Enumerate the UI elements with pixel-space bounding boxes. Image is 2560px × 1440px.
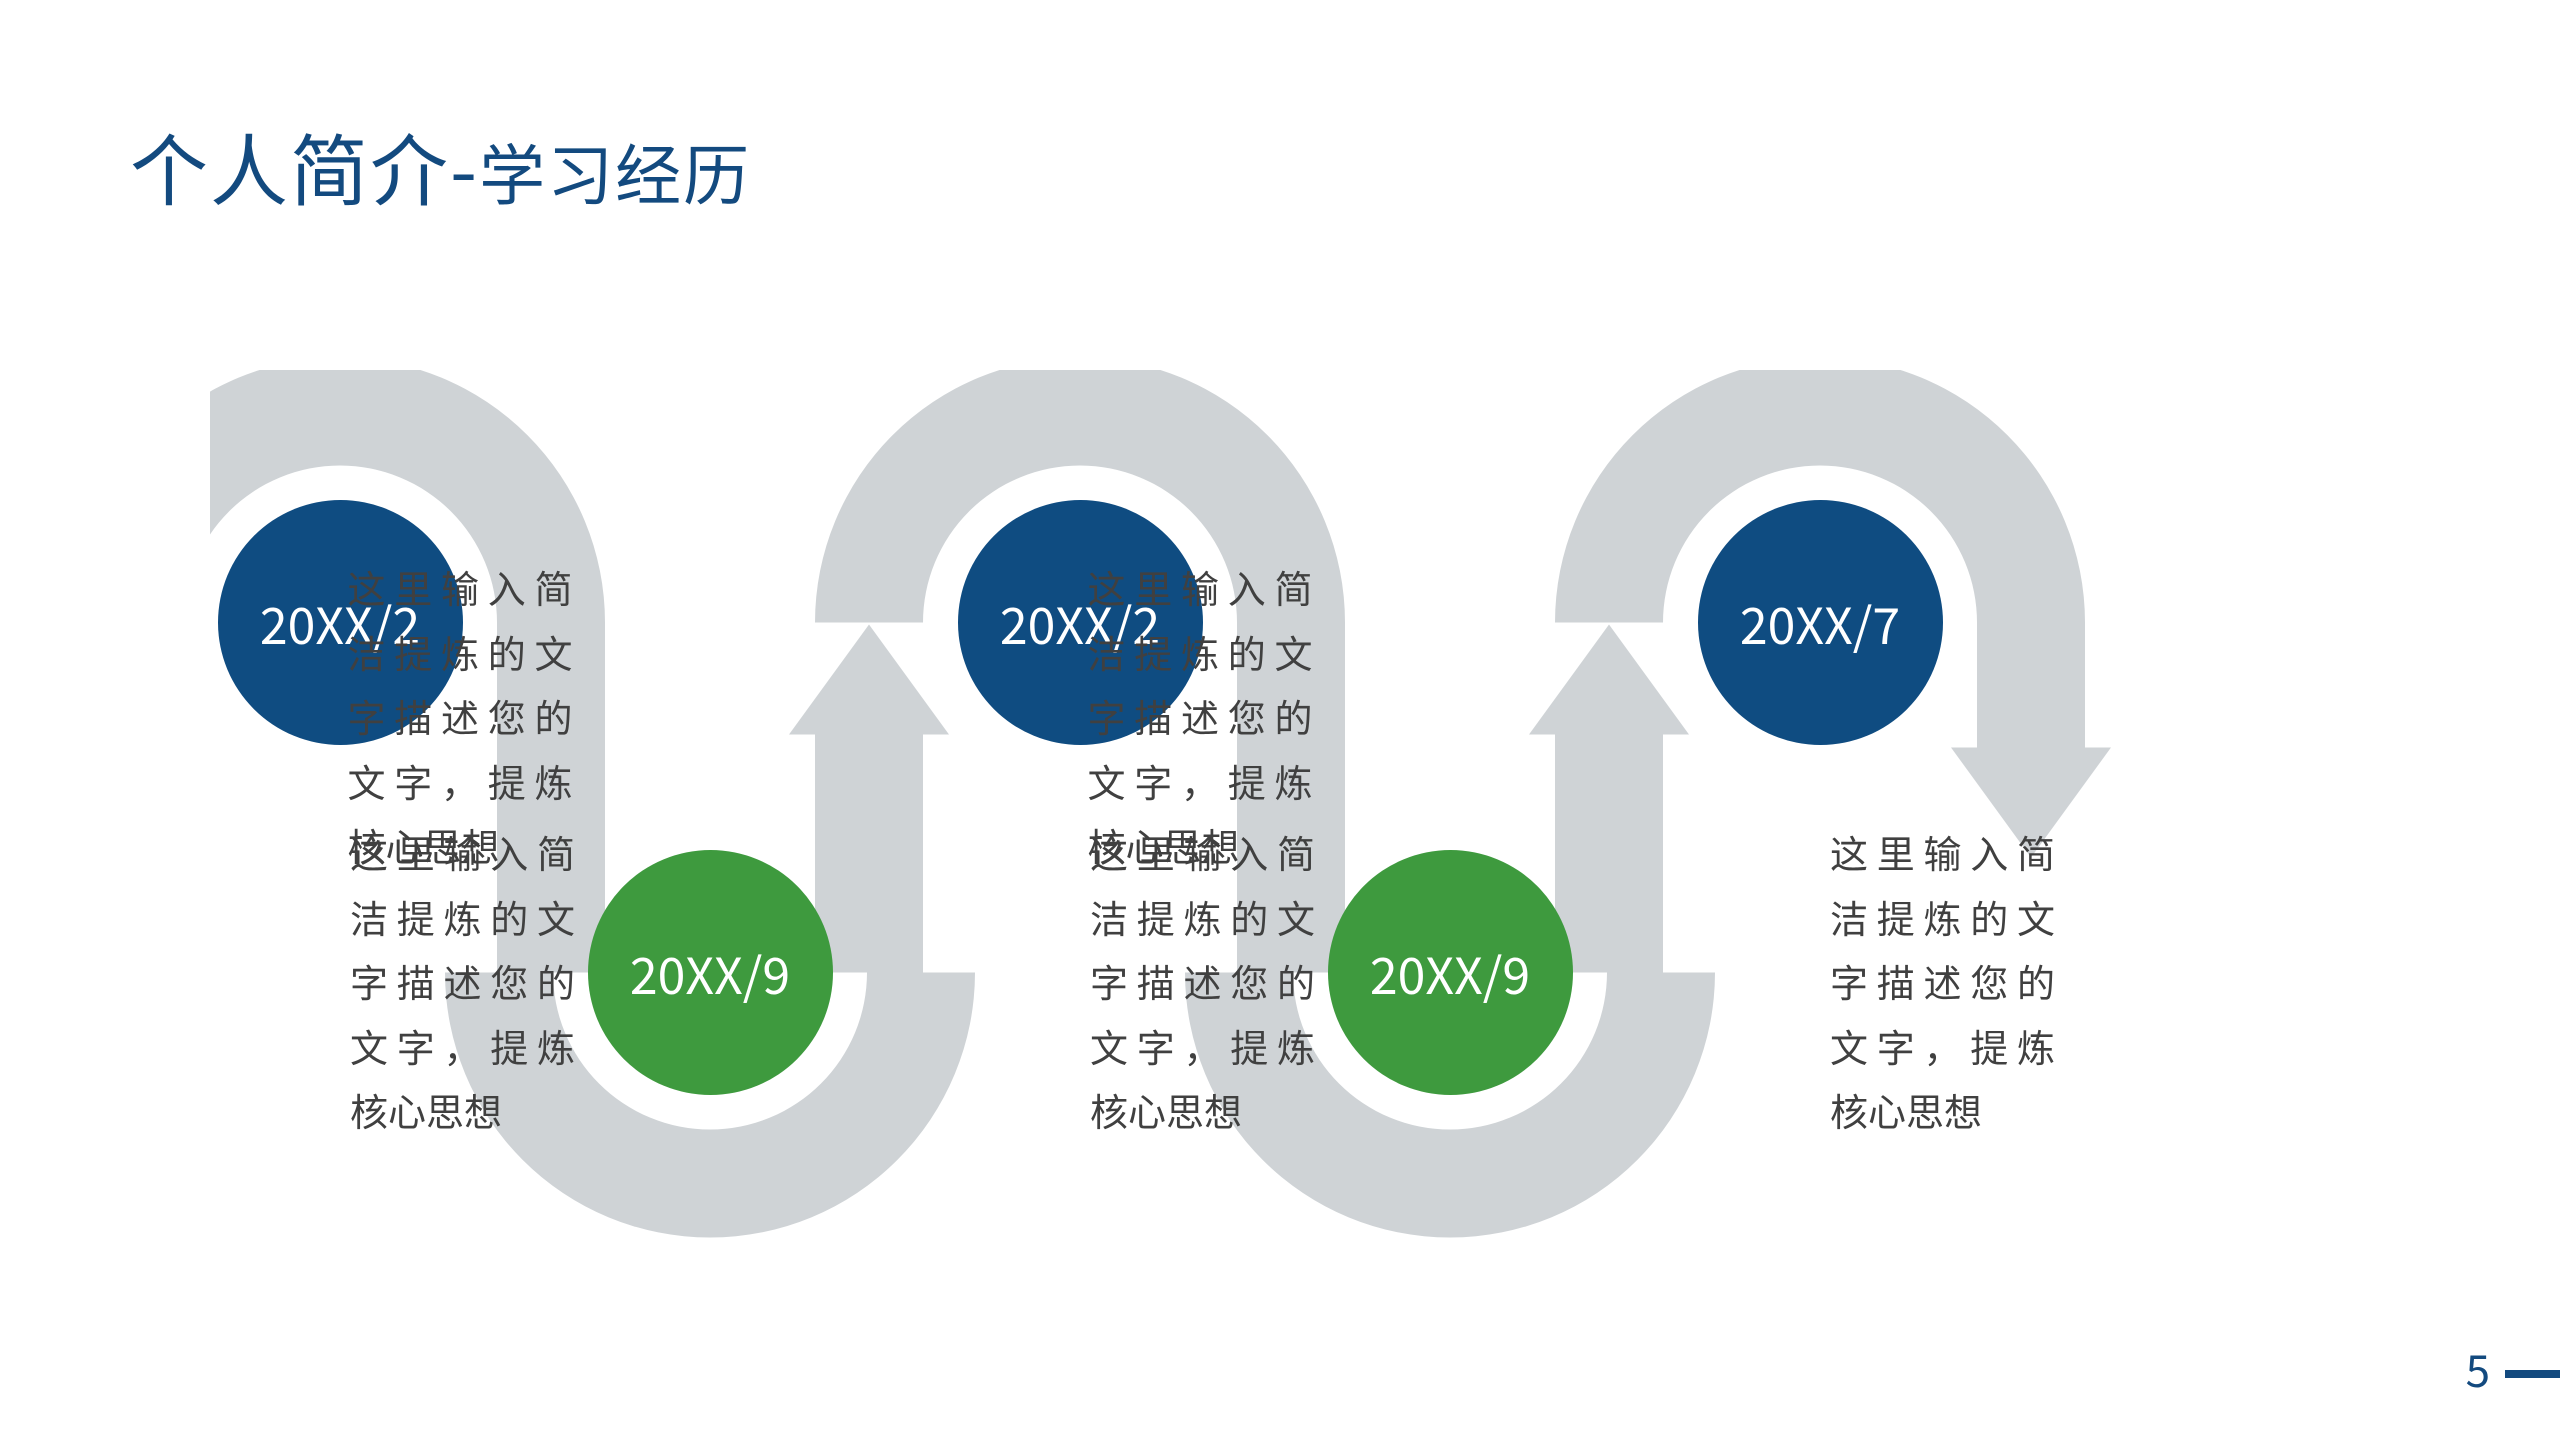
timeline-node-bottom-desc: 这里输入简洁提炼的文字描述您的文字，提炼核心思想 (1088, 555, 1313, 878)
slide-title: 个人简介-学习经历 (130, 110, 751, 222)
timeline-diagram: 20XX/2这里输入简洁提炼的文字描述您的文字，提炼核心思想20XX/2这里输入… (210, 370, 2410, 1270)
title-main: 个人简介- (130, 110, 479, 222)
timeline-node-bottom-desc: 这里输入简洁提炼的文字描述您的文字，提炼核心思想 (348, 555, 573, 878)
page-number: 5 (2466, 1336, 2490, 1400)
timeline-node-bottom: 20XX/9 (588, 850, 833, 1095)
timeline-node-top: 20XX/7 (1698, 500, 1943, 745)
timeline-node-bottom: 20XX/9 (1328, 850, 1573, 1095)
page-number-dash (2505, 1370, 2560, 1378)
title-sub: 学习经历 (479, 123, 751, 219)
timeline-node-top-desc: 这里输入简洁提炼的文字描述您的文字，提炼核心思想 (1830, 820, 2055, 1143)
